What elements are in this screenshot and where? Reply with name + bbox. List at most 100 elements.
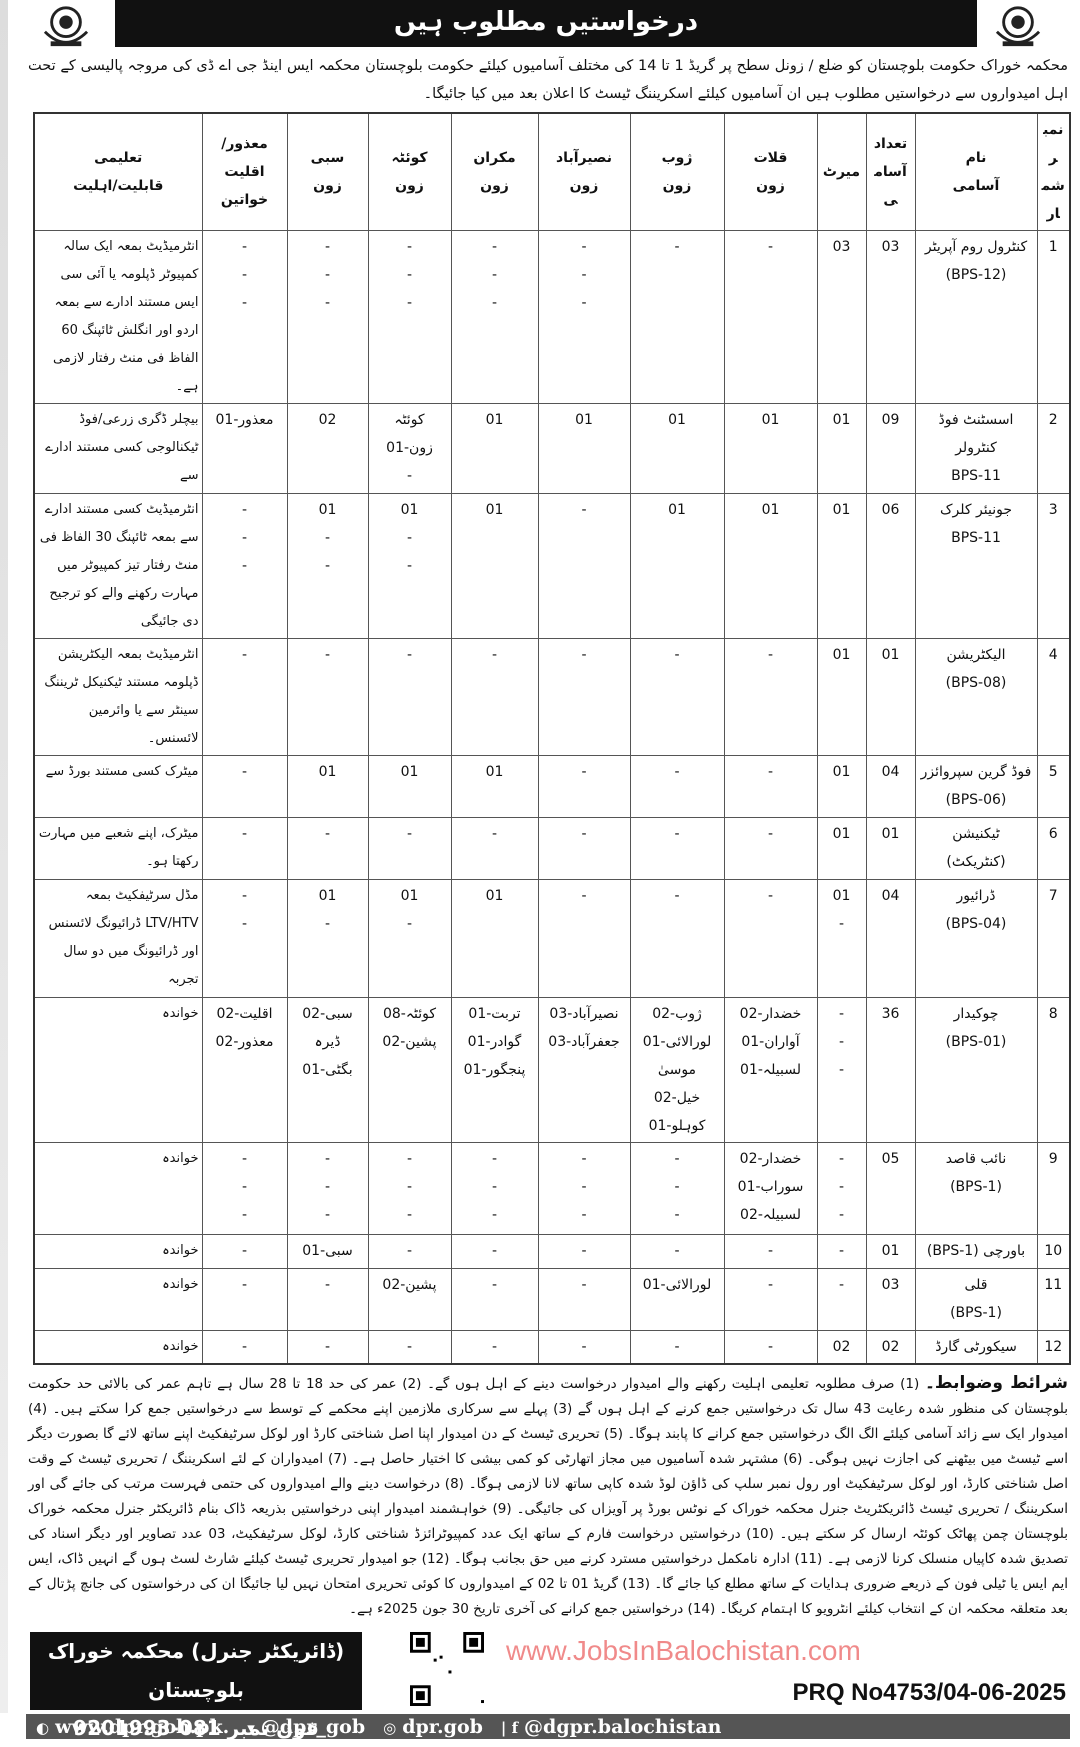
row-number: 1 [1036,230,1071,404]
column-header: قلات زون [723,112,818,231]
header: درخواستیں مطلوب ہیں [26,0,1070,52]
facebook-icon: | f [500,1718,519,1737]
table-cell: - [816,1268,867,1331]
table-cell: - [537,1268,631,1331]
table-cell: - - - [201,493,288,639]
table-cell: 01 - - [367,493,452,639]
table-cell: - [629,1330,725,1365]
column-header: تعلیمی قابلیت/اہلیت [33,112,203,231]
table-cell: لورالائی-01 [629,1268,725,1331]
column-header: سبی زون [286,112,369,231]
column-header: معذور/اقلیت خواتین [201,112,288,231]
qualification: میٹرک، اپنے شعبے میں مہارت رکھتا ہو۔ [33,817,203,880]
table-cell: - [537,817,631,880]
page-title: درخواستیں مطلوب ہیں [115,0,977,47]
advertisement-page: درخواستیں مطلوب ہیں محکمہ خوراک حکومت بل… [26,0,1071,1740]
table-cell: - [723,638,818,756]
table-cell: 01 [450,403,539,494]
table-cell: 03 [865,1268,916,1331]
table-cell: - - - [450,1142,539,1235]
table-cell: 05 [865,1142,916,1235]
row-number: 5 [1036,755,1071,818]
post-name: نائب قاصد (BPS-1) [914,1142,1038,1235]
table-cell: 01 [816,817,867,880]
column-header: نام آسامی [914,112,1038,231]
row-number: 2 [1036,403,1071,494]
table-cell: - [537,879,631,998]
table-cell: - - - [201,230,288,404]
table-cell: - [537,638,631,756]
contact-box: (ڈائریکٹر جنرل) محکمہ خوراک بلوچستان فون… [30,1632,362,1740]
intro-text: محکمہ خوراک حکومت بلوچستان کو ضلع / زونل… [28,58,1068,102]
qualification: انٹرمیڈیٹ بمعہ الیکٹریشن ڈپلومہ مستند ٹی… [33,638,203,756]
table-cell: - - - [367,1142,452,1235]
table-cell: - [286,1268,369,1331]
qr-code[interactable] [410,1632,484,1706]
table-row: 7 ڈرائیور (BPS-04) 04 01 - - - -01 01 -01 -- -م… [33,879,1071,998]
terms-and-conditions: شرائط وضوابط۔ (1) صرف مطلوبہ تعلیمی اہلی… [28,1371,1068,1622]
table-cell: 01 [629,403,725,494]
table-cell: - [201,638,288,756]
table-cell: - [450,1330,539,1365]
table-cell: 01 [537,403,631,494]
row-number: 9 [1036,1142,1071,1235]
table-row: 8 چوکیدار (BPS-01) 36- - - خضدار-02 آواران-… [33,997,1071,1143]
instagram-icon: ◎ [383,1718,397,1737]
table-row: 11 قلی (BPS-1) 03- - لورالائی-01- - پشین-02- - خ… [33,1268,1071,1331]
table-cell: 01 [723,493,818,639]
social-instagram[interactable]: ◎ dpr.gob [383,1715,483,1738]
table-cell: اقلیت-02 معذور-02 [201,997,288,1143]
table-cell: - [629,230,725,404]
table-cell: پشین-02 [367,1268,452,1331]
column-header: مکران زون [450,112,539,231]
table-row: 5 فوڈ گرین سپروائزر (BPS-06) 04 01- - -01 01 01… [33,755,1071,818]
column-header: کوئٹہ زون [367,112,452,231]
office-name: (ڈائریکٹر جنرل) محکمہ خوراک بلوچستان [47,1639,345,1702]
table-cell: - [367,817,452,880]
table-cell: - - - [367,230,452,404]
table-cell: - - - [286,230,369,404]
table-cell: - - - [816,997,867,1143]
post-name: جونیئر کلرک BPS-11 [914,493,1038,639]
table-cell: - [450,817,539,880]
column-header: نمبر شمار [1036,112,1071,231]
table-cell: - [201,755,288,818]
table-cell: - [723,230,818,404]
table-cell: 02 [286,403,369,494]
table-cell: - [450,1268,539,1331]
row-number: 12 [1036,1330,1071,1365]
government-logo-right [990,3,1046,49]
post-name: الیکٹریشن (BPS-08) [914,638,1038,756]
table-cell: 01 [286,755,369,818]
table-cell: - [629,755,725,818]
table-cell: - - - [537,230,631,404]
table-cell: - [537,1330,631,1365]
table-cell: - - - [816,1142,867,1235]
qualification: خواندہ [33,1234,203,1269]
table-cell: - [723,817,818,880]
column-header: تعداد آسامی [865,112,916,231]
post-name: ڈرائیور (BPS-04) [914,879,1038,998]
table-row: 1 کنٹرول روم آپریٹر (BPS-12) 03 03- - - - -- … [33,230,1071,404]
table-cell: 01 [629,493,725,639]
table-row: 3 جونیئر کلرک BPS-11 06 01 01 01-01 01 - -01 -… [33,493,1071,639]
table-cell: 01 [450,755,539,818]
table-cell: سبی-01 [286,1234,369,1269]
table-cell: 06 [865,493,916,639]
row-number: 10 [1036,1234,1071,1269]
column-header: ژوب زون [629,112,725,231]
table-cell: - [537,493,631,639]
table-cell: کوئٹہ زون-01 - [367,403,452,494]
table-cell: 01 [450,493,539,639]
table-cell: - - - [201,1142,288,1235]
table-cell: 02 [816,1330,867,1365]
qualification: خواندہ [33,1268,203,1331]
row-number: 7 [1036,879,1071,998]
table-cell: - [201,817,288,880]
table-cell: 03 [816,230,867,404]
table-cell: - [201,1330,288,1365]
table-cell: - [286,638,369,756]
row-number: 4 [1036,638,1071,756]
table-cell: - [286,1330,369,1365]
social-facebook[interactable]: | f @dgpr.balochistan [500,1715,722,1738]
